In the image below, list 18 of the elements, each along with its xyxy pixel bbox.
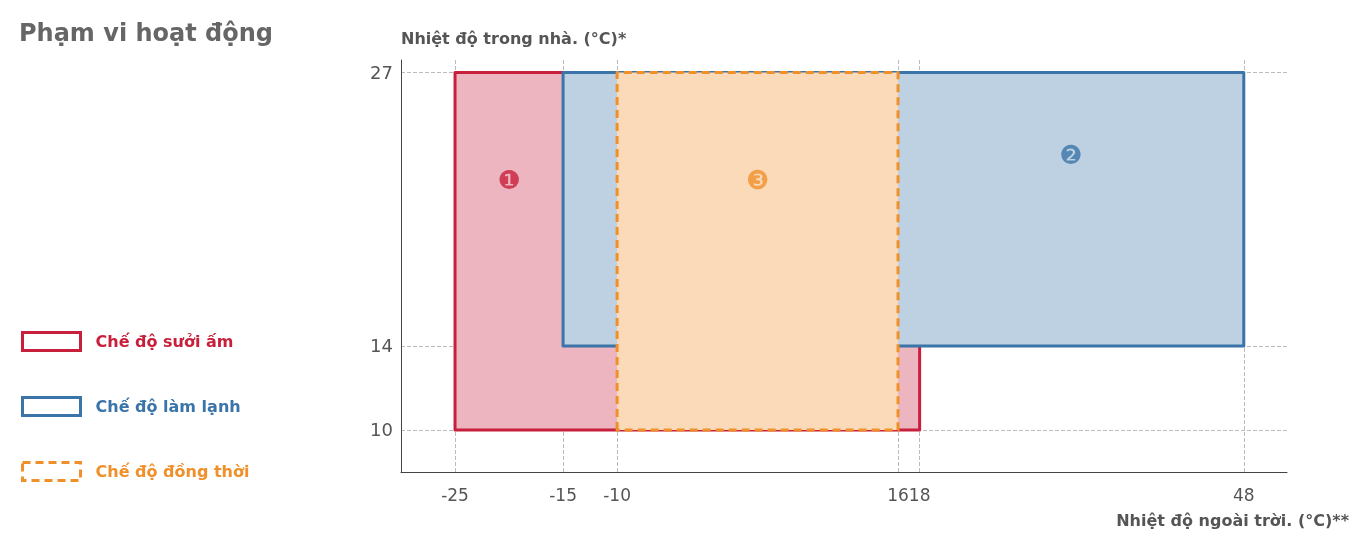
legend-label: Chế độ làm lạnh [95, 397, 241, 416]
annotation: ❸ [745, 164, 770, 195]
x-tick-label: -25 [441, 484, 469, 505]
x-tick-label: 16 [887, 484, 909, 505]
y-axis-title: Nhiệt độ trong nhà. (°C)* [401, 28, 627, 48]
y-tick-label: 10 [370, 419, 393, 441]
x-tick-label: 48 [1232, 484, 1255, 505]
x-axis-title: Nhiệt độ ngoài trời. (°C)** [1116, 510, 1350, 530]
x-tick-label: 18 [908, 484, 931, 505]
annotation: ❷ [1059, 139, 1083, 170]
y-tick-label: 14 [370, 335, 393, 357]
legend-label: Chế độ đồng thời [95, 462, 250, 481]
x-tick-label: -10 [603, 484, 631, 505]
annotation: ❶ [497, 164, 521, 195]
x-tick-label: -15 [549, 484, 577, 505]
legend-label: Chế độ sưởi ấm [95, 332, 234, 351]
text: Phạm vi hoạt động [19, 19, 273, 47]
y-tick-label: 27 [370, 62, 393, 84]
